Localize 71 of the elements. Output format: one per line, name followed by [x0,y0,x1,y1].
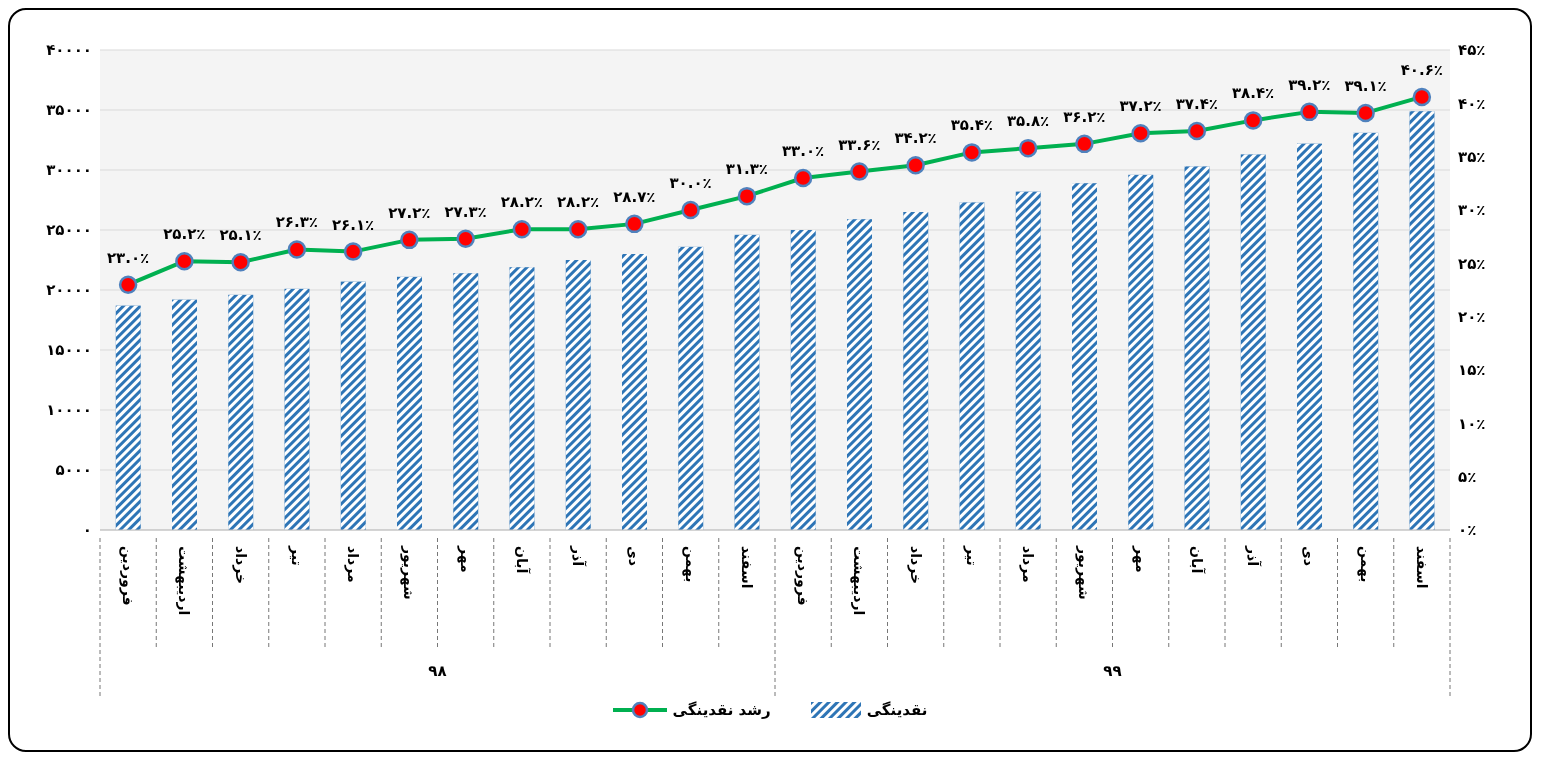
y2-tick-label: ۱۰٪ [1458,414,1486,433]
data-label: ۳۹.۲٪ [1288,75,1331,94]
y2-tick-label: ۵٪ [1458,467,1477,486]
data-label: ۲۷.۲٪ [388,203,431,222]
x-tick-label: تیر [287,545,305,566]
x-tick-label: اردیبهشت [850,546,868,616]
data-label: ۳۵.۸٪ [1006,112,1050,131]
x-tick-label: شهریور [400,545,418,600]
data-label: ۲۵.۲٪ [163,225,206,244]
y-tick-label: ۴۰۰۰۰ [46,41,92,60]
y2-tick-label: ۰٪ [1458,521,1477,540]
data-label: ۲۷.۳٪ [444,202,487,221]
data-label: ۳۳.۶٪ [838,135,881,154]
x-tick-label: مرداد [344,546,362,583]
x-tick-label: فروردین [794,546,812,606]
data-label: ۳۷.۲٪ [1119,97,1162,116]
y-tick-label: ۱۰۰۰۰ [46,401,92,420]
x-tick-label: آبان [1188,546,1206,575]
data-label: ۲۶.۱٪ [331,215,375,234]
x-tick-label: مرداد [1019,546,1037,583]
x-tick-label: خرداد [231,546,249,584]
data-label: ۳۴.۲٪ [894,129,937,148]
y-tick-label: ۱۵۰۰۰ [46,341,92,360]
text: ۹۹ [1103,662,1122,680]
y-tick-label: ۵۰۰۰ [55,461,92,480]
x-tick-label: اردیبهشت [175,546,193,616]
data-label: ۴۰.۶٪ [1400,60,1444,79]
x-tick-label: بهمن [681,546,699,583]
y2-tick-label: ۳۵٪ [1458,147,1486,166]
data-label: ۳۳.۰٪ [781,142,825,160]
x-tick-label: مهر [1131,545,1149,573]
y-tick-label: ۳۰۰۰۰ [46,161,92,180]
x-tick-label: آبان [513,546,531,575]
y2-tick-label: ۲۰٪ [1458,307,1486,326]
text: ۹۸ [428,662,447,680]
x-tick-label: شهریور [1075,545,1093,600]
data-label: ۲۶.۳٪ [275,213,319,232]
x-tick-label: آذر [570,545,588,568]
y-tick-label: ۳۵۰۰۰ [46,101,92,120]
data-label: ۳۱.۳٪ [725,160,769,179]
y2-tick-label: ۲۵٪ [1458,254,1486,273]
y2-tick-label: ۱۵٪ [1458,361,1486,380]
x-tick-label: آذر [1245,545,1263,568]
data-label: ۲۸.۲٪ [556,193,600,212]
y-tick-label: ۲۰۰۰۰ [46,281,92,300]
x-tick-label: بهمن [1356,546,1374,583]
data-label: ۲۵.۱٪ [219,226,262,245]
x-tick-label: تیر [962,545,980,566]
x-tick-label: اسفند [738,546,755,589]
data-label: ۲۳.۰٪ [106,248,150,267]
y-tick-label: ۰ [82,521,92,540]
data-label: ۳۸.۴٪ [1231,84,1275,103]
data-label: ۳۰.۰٪ [669,174,712,192]
y2-tick-label: ۴۰٪ [1458,94,1486,113]
data-label: ۲۸.۷٪ [613,187,656,206]
x-tick-label: مهر [456,545,474,573]
data-label: ۳۶.۲٪ [1063,107,1106,126]
y-tick-label: ۲۵۰۰۰ [46,221,92,240]
data-label: ۳۵.۴٪ [950,116,994,135]
y2-tick-label: ۴۵٪ [1458,41,1486,60]
data-label: ۲۸.۲٪ [500,193,544,212]
y2-tick-label: ۳۰٪ [1458,201,1486,220]
x-tick-label: فروردین [119,546,137,606]
legend-label: نقدینگی [866,701,928,719]
x-tick-label: اسفند [1413,546,1430,589]
x-tick-label: خرداد [906,546,924,584]
data-label: ۳۷.۴٪ [1175,95,1219,114]
x-tick-label: دی [1301,546,1318,567]
legend-label: رشد نقدینگی [672,701,771,719]
data-label: ۳۹.۱٪ [1344,76,1387,95]
x-tick-label: دی [626,546,643,567]
